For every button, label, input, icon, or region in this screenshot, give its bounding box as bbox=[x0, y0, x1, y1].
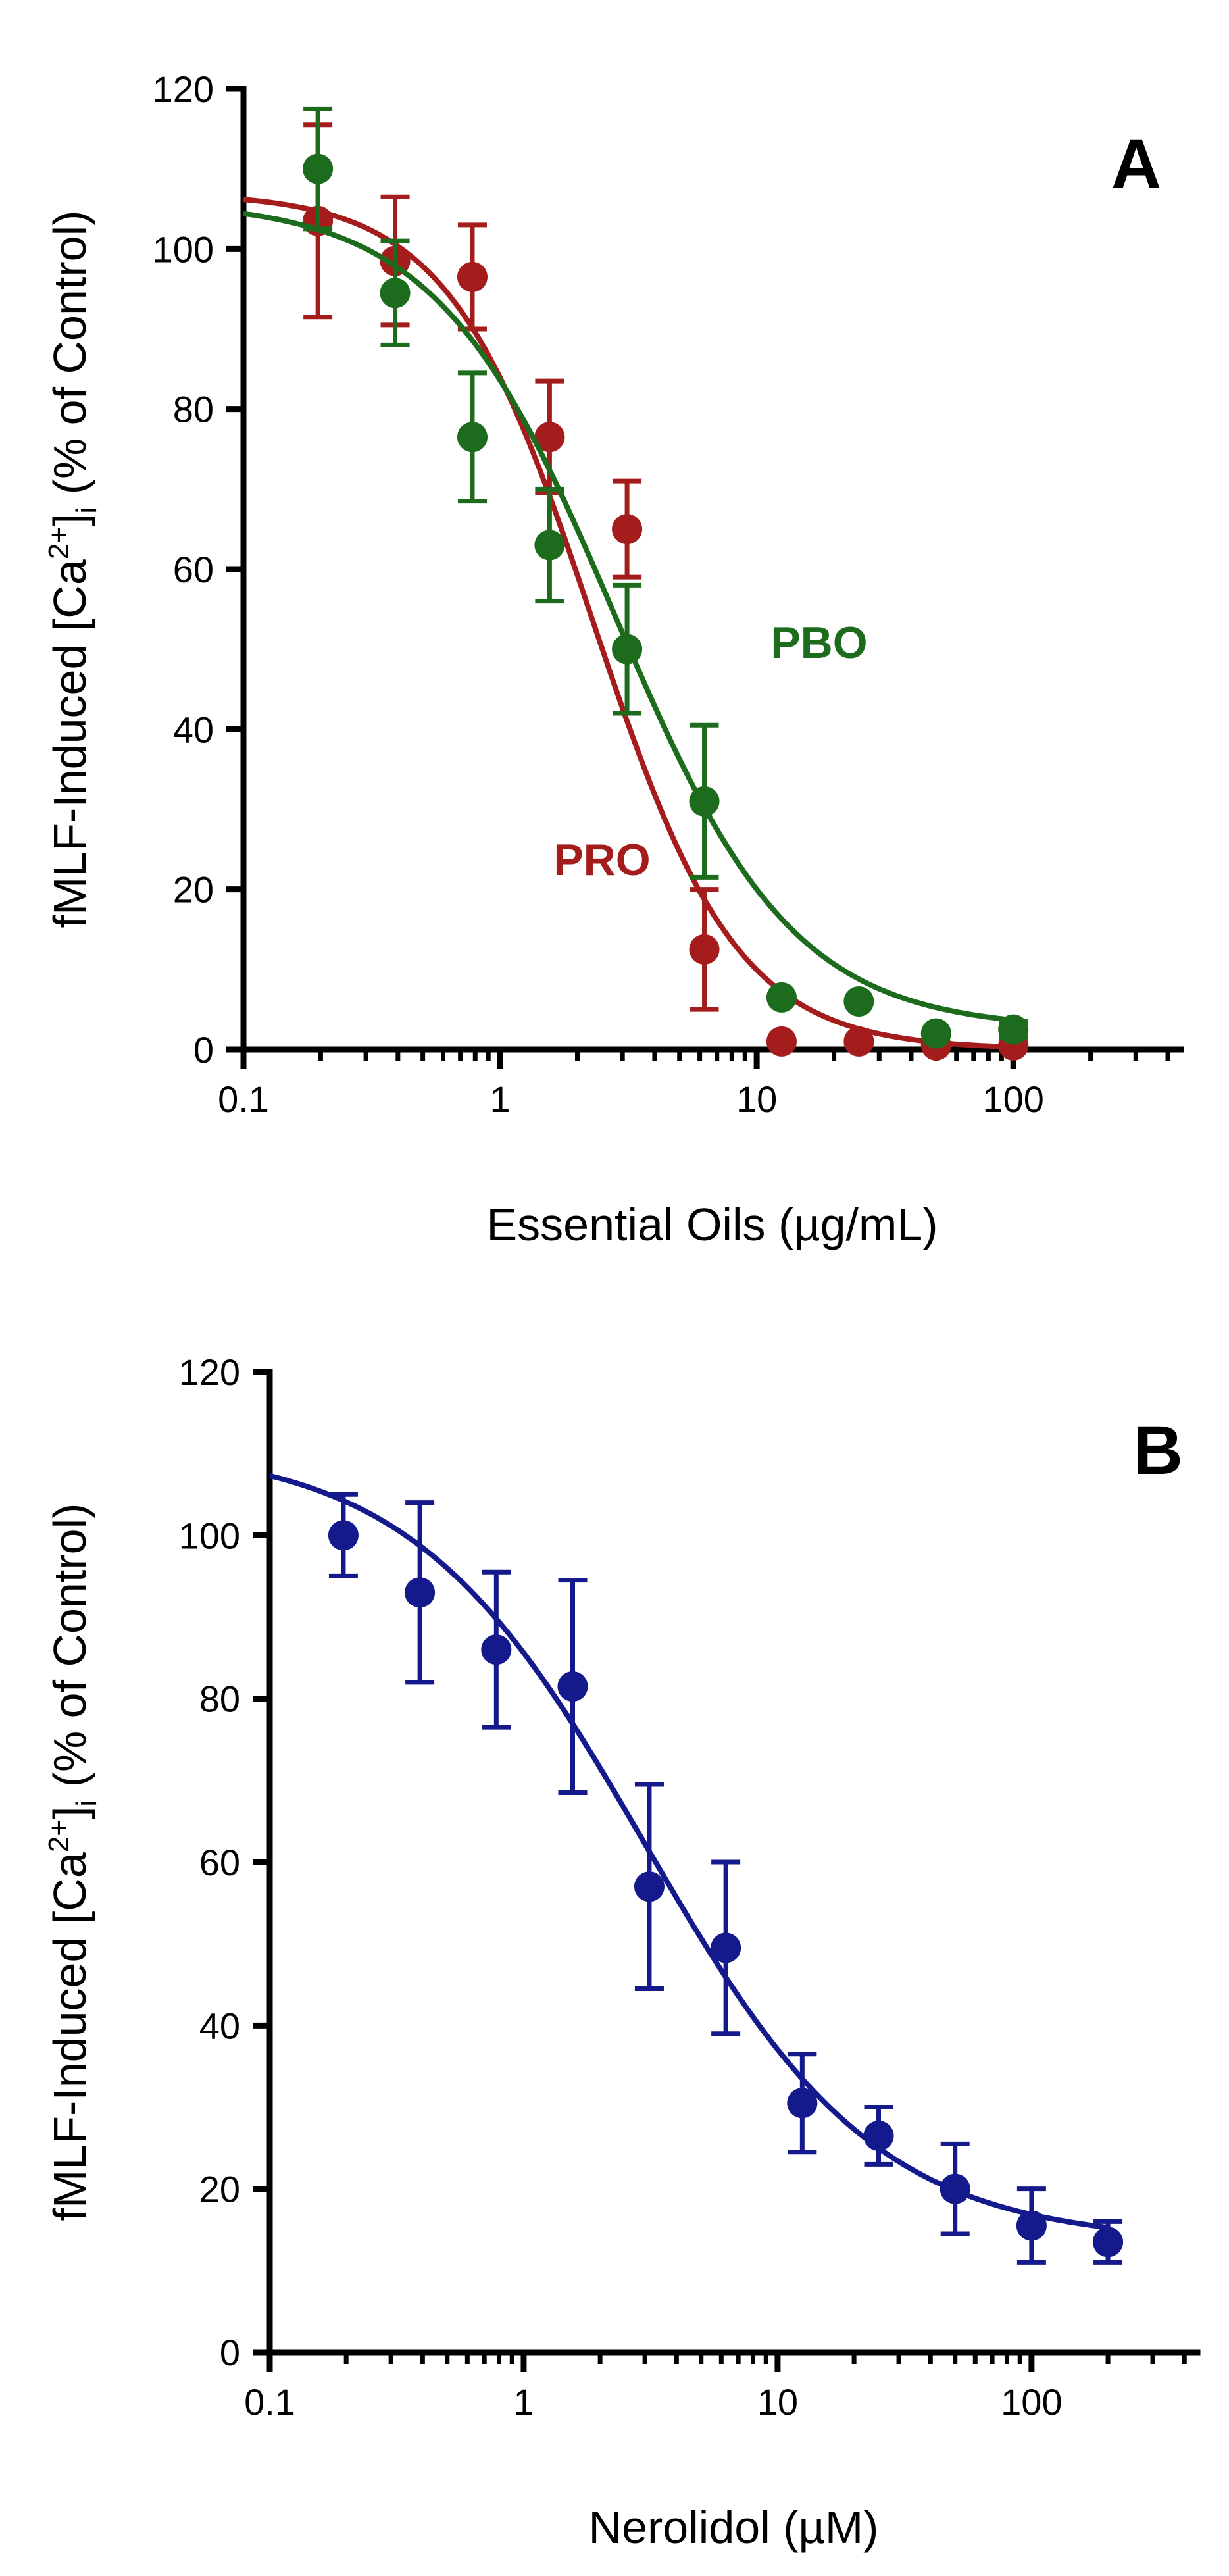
data-point bbox=[612, 514, 643, 545]
series-label-pro: PRO bbox=[553, 835, 650, 885]
y-axis-title-subscript: i bbox=[70, 507, 103, 514]
x-tick-label: 100 bbox=[982, 1078, 1043, 1120]
data-point bbox=[787, 2088, 818, 2119]
y-axis-title-part: ] bbox=[44, 514, 95, 526]
data-point bbox=[303, 153, 334, 184]
y-axis-title: fMLF-Induced [Ca2+]i (% of Control) bbox=[43, 1503, 103, 2221]
y-tick-label: 120 bbox=[153, 68, 214, 110]
y-tick-label: 80 bbox=[173, 389, 214, 430]
x-tick-label: 100 bbox=[1001, 2381, 1062, 2423]
data-point bbox=[711, 1932, 741, 1963]
data-point bbox=[612, 634, 643, 665]
panel-letter: B bbox=[1133, 1412, 1183, 1489]
data-point bbox=[534, 530, 565, 561]
x-tick-label: 0.1 bbox=[218, 1078, 269, 1120]
data-point bbox=[689, 934, 720, 965]
data-point bbox=[557, 1671, 588, 1702]
panel-b-chart: 0 20 40 60 80 100 120 0.1 1 10 100 Nerolidol (µM) fM… bbox=[43, 1351, 1201, 2553]
data-point bbox=[766, 1026, 797, 1057]
y-tick-label: 20 bbox=[199, 2169, 240, 2210]
series-label-pbo: PBO bbox=[770, 618, 867, 668]
y-axis-title-part: (% of Control) bbox=[44, 1503, 95, 1800]
panel-letter: A bbox=[1111, 126, 1161, 203]
x-tick-label: 0.1 bbox=[244, 2381, 295, 2423]
data-point bbox=[920, 1018, 951, 1049]
data-point bbox=[940, 2173, 970, 2204]
x-tick-label: 1 bbox=[513, 2381, 534, 2423]
series-pro: PRO bbox=[243, 122, 1029, 1061]
data-point bbox=[457, 422, 488, 453]
y-tick-label: 60 bbox=[199, 1842, 240, 1883]
y-tick-label: 40 bbox=[173, 709, 214, 750]
data-point bbox=[380, 278, 411, 309]
fit-curve-pro bbox=[243, 197, 1014, 1050]
data-point bbox=[1016, 2210, 1047, 2241]
y-tick-label: 0 bbox=[220, 2332, 240, 2373]
y-axis-title-part: fMLF-Induced [Ca bbox=[44, 559, 95, 928]
data-point bbox=[689, 786, 720, 817]
y-axis-title-superscript: 2+ bbox=[43, 1819, 75, 1852]
data-point bbox=[998, 1014, 1029, 1045]
x-axis-title: Essential Oils (µg/mL) bbox=[486, 1199, 938, 1250]
y-tick-label: 20 bbox=[173, 869, 214, 911]
y-axis-title: fMLF-Induced [Ca2+]i (% of Control) bbox=[43, 211, 103, 928]
y-tick-label: 60 bbox=[173, 549, 214, 590]
data-point bbox=[766, 982, 797, 1013]
y-axis-title-part: fMLF-Induced [Ca bbox=[44, 1852, 95, 2221]
fit-curve-nerolidol bbox=[269, 1473, 1109, 2231]
data-point bbox=[634, 1871, 665, 1902]
y-axis-title-part: (% of Control) bbox=[44, 211, 95, 507]
data-point bbox=[1093, 2227, 1124, 2258]
data-point bbox=[843, 1026, 874, 1057]
x-tick-label: 1 bbox=[489, 1078, 510, 1120]
y-axis-title-part: ] bbox=[44, 1807, 95, 1819]
data-point bbox=[863, 2120, 894, 2151]
y-tick-label: 100 bbox=[179, 1515, 240, 1556]
data-point bbox=[457, 261, 488, 292]
y-tick-label: 40 bbox=[199, 2005, 240, 2046]
data-point bbox=[405, 1577, 436, 1608]
data-point bbox=[534, 422, 565, 453]
data-point bbox=[481, 1634, 512, 1665]
data-point bbox=[843, 986, 874, 1017]
x-tick-label: 10 bbox=[757, 2381, 798, 2423]
series-pbo: PBO bbox=[243, 106, 1029, 1049]
y-tick-label: 80 bbox=[199, 1679, 240, 1720]
y-tick-label: 0 bbox=[193, 1029, 214, 1071]
x-tick-label: 10 bbox=[736, 1078, 777, 1120]
y-tick-label: 100 bbox=[153, 228, 214, 270]
panel-a-chart: 0 20 40 60 80 100 120 0.1 1 10 100 Essential Oils (… bbox=[43, 68, 1184, 1250]
y-axis-title-superscript: 2+ bbox=[43, 526, 75, 559]
y-axis-title-subscript: i bbox=[70, 1800, 103, 1807]
y-tick-label: 120 bbox=[179, 1351, 240, 1393]
data-point bbox=[328, 1520, 359, 1551]
series-nerolidol bbox=[269, 1473, 1124, 2265]
x-axis-title: Nerolidol (µM) bbox=[589, 2502, 879, 2553]
